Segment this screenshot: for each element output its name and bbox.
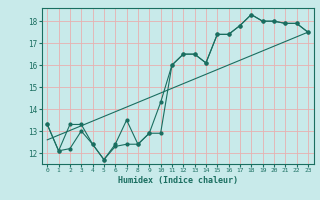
X-axis label: Humidex (Indice chaleur): Humidex (Indice chaleur) <box>118 176 237 185</box>
